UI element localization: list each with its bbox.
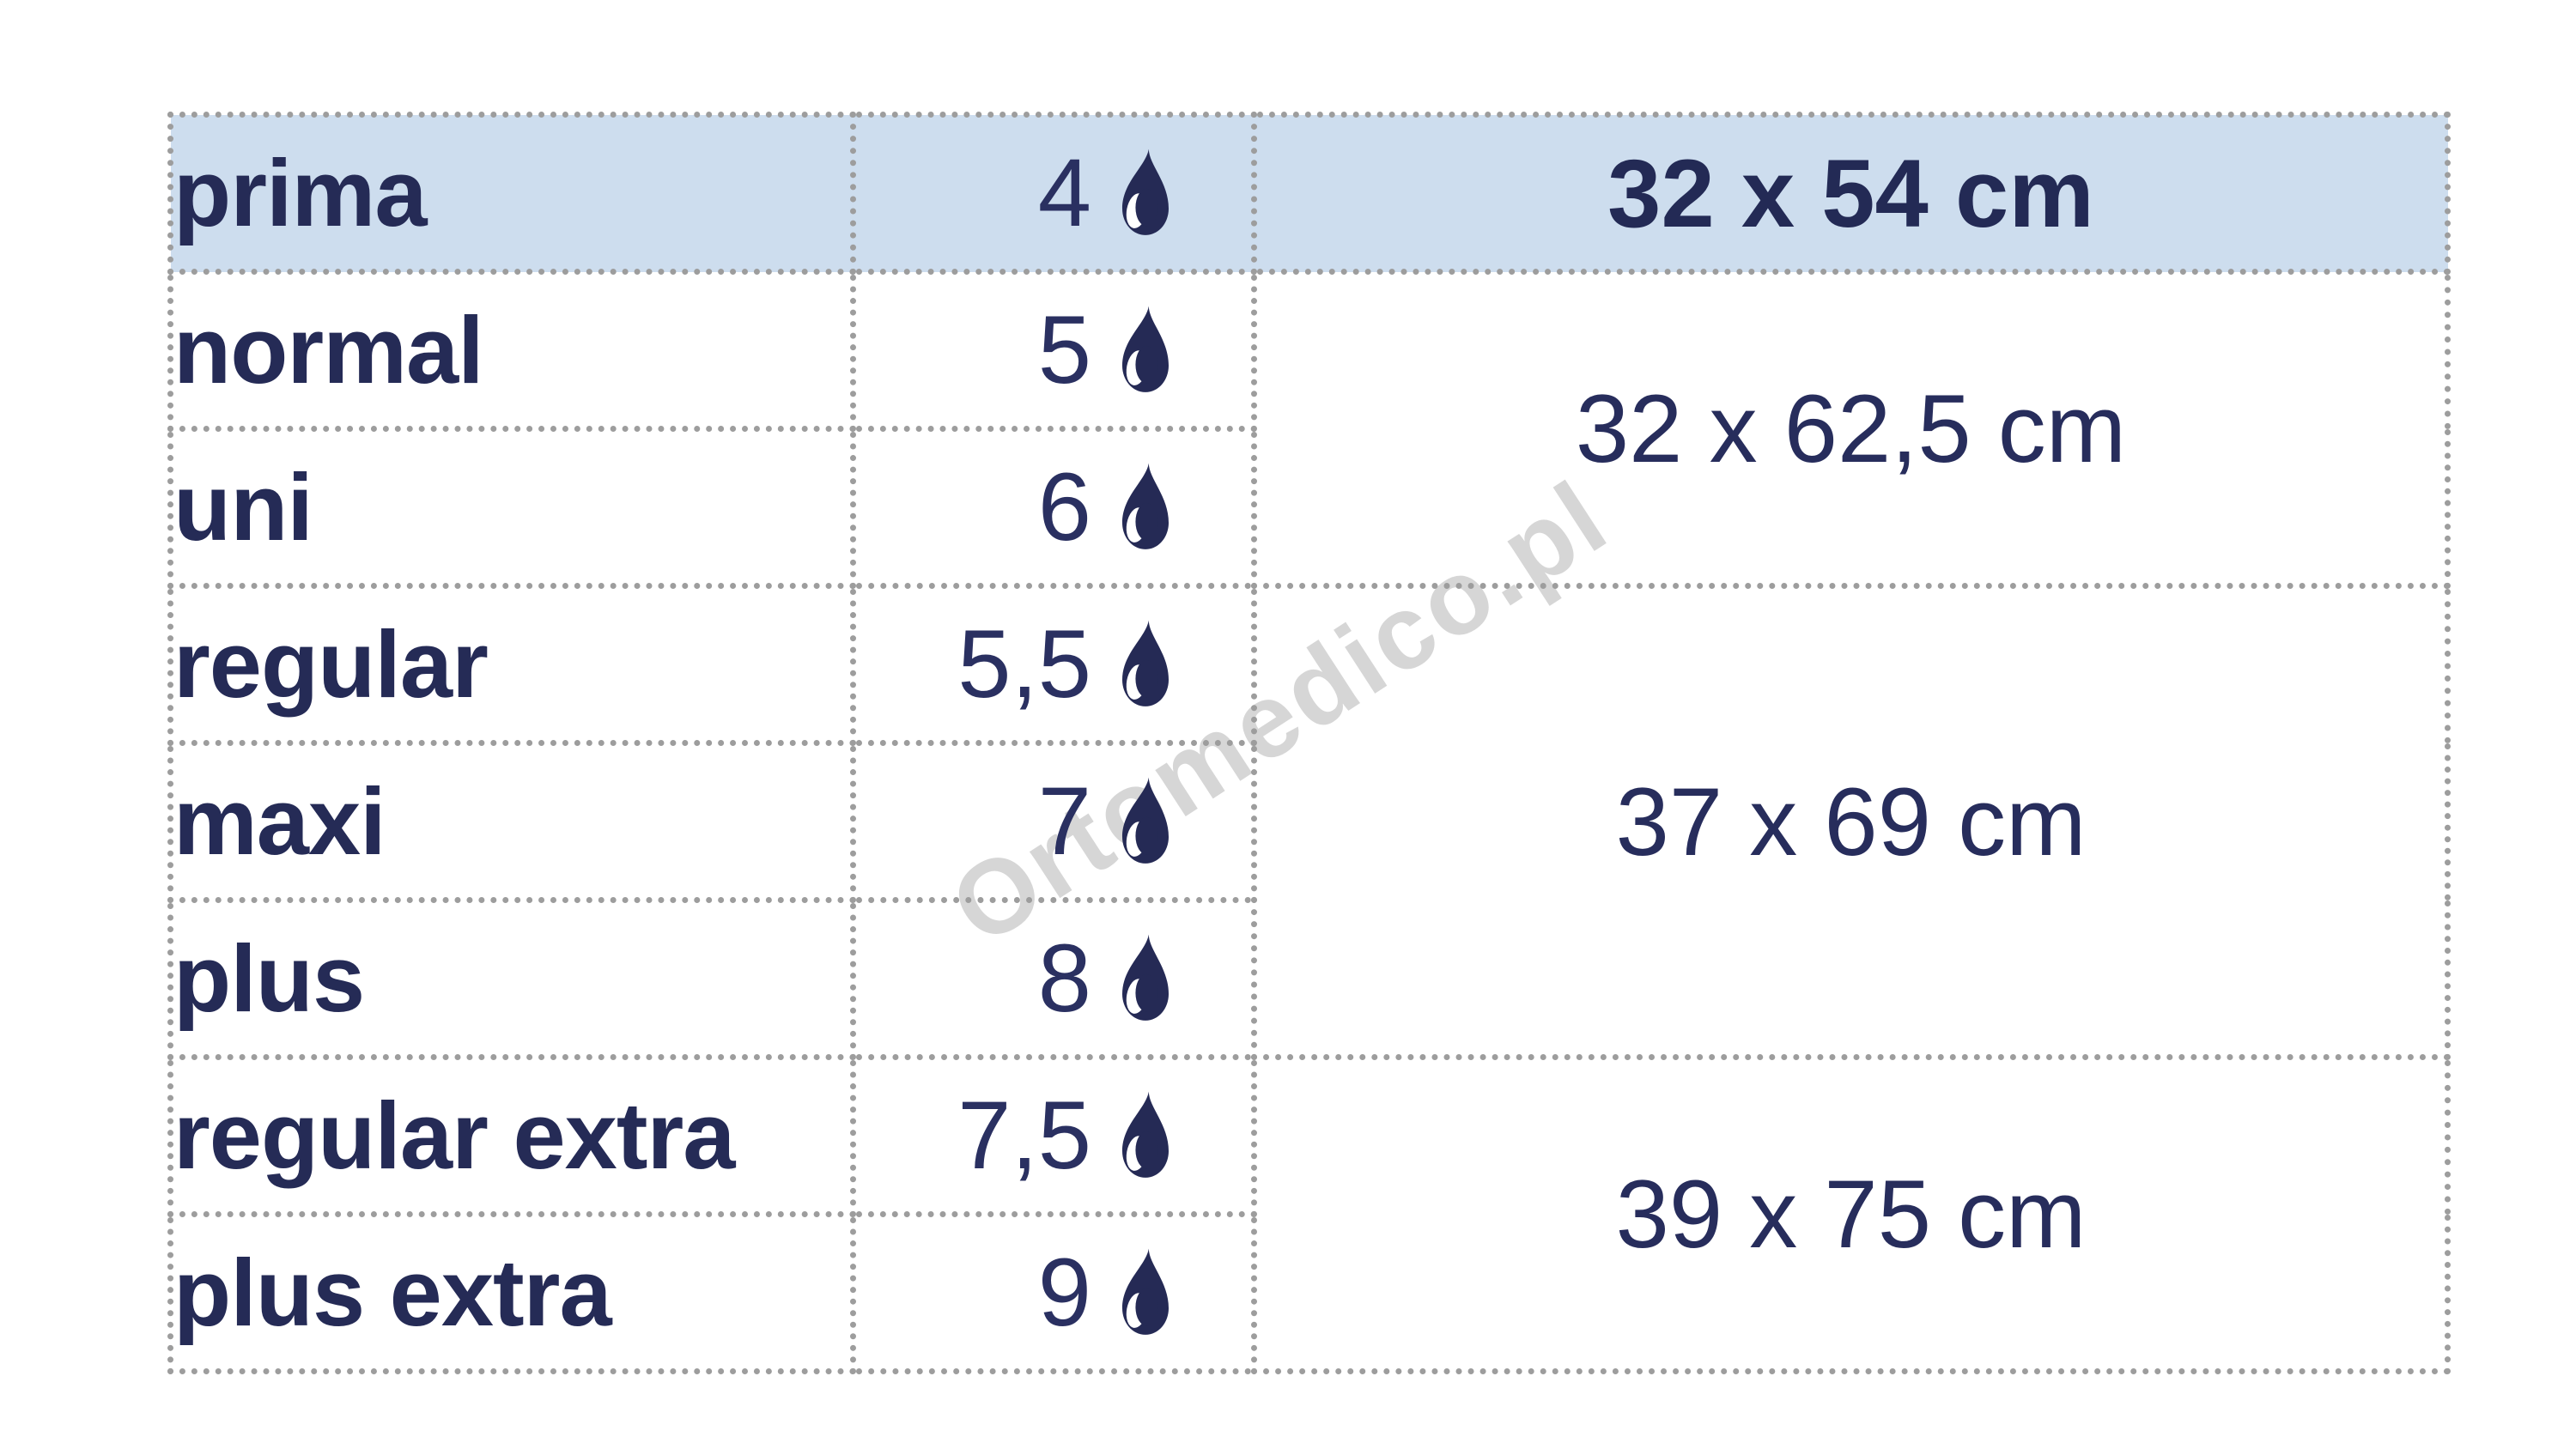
absorbency-value: 5,5	[957, 610, 1091, 718]
variant-name: plus extra	[167, 1211, 856, 1374]
absorbency-value: 5	[1037, 296, 1091, 403]
water-drop-icon	[1122, 463, 1169, 549]
absorbency-cell: 4	[850, 112, 1257, 275]
absorbency-value: 9	[1037, 1239, 1091, 1346]
water-drop-icon	[1122, 620, 1169, 706]
water-drop-icon	[1122, 149, 1169, 235]
size-table: prima 4 32 x 54 cm normal	[167, 112, 2451, 1374]
variant-name: prima	[167, 112, 856, 275]
size-cell: 32 x 62,5 cm	[1251, 269, 2451, 589]
absorbency-cell: 7,5	[850, 1054, 1257, 1217]
size-cell: 37 x 69 cm	[1251, 583, 2451, 1060]
variant-name: uni	[167, 426, 856, 589]
water-drop-icon	[1122, 777, 1169, 864]
absorbency-value: 7,5	[957, 1082, 1091, 1189]
table-row: plus extra 9	[167, 1211, 2448, 1374]
table-row: prima 4 32 x 54 cm	[167, 112, 2451, 275]
water-drop-icon	[1122, 1248, 1169, 1335]
water-drop-icon	[1122, 306, 1169, 392]
table-row: regular extra 7,5 39 x 75 cm	[167, 1054, 2451, 1374]
absorbency-value: 8	[1037, 925, 1091, 1032]
table-row: uni 6	[167, 426, 2448, 589]
absorbency-value: 4	[1037, 139, 1091, 246]
table-row: maxi 7	[167, 740, 2448, 903]
absorbency-value: 7	[1037, 767, 1091, 875]
variant-name: regular extra	[167, 1054, 856, 1217]
table-row: normal 5 32 x 62,5 cm	[167, 269, 2451, 589]
absorbency-cell: 5	[850, 269, 1257, 432]
absorbency-cell: 7	[850, 740, 1257, 903]
absorbency-value: 6	[1037, 453, 1091, 561]
table-row: regular 5,5 37 x 69 cm	[167, 583, 2451, 1060]
water-drop-icon	[1122, 1091, 1169, 1178]
absorbency-cell: 6	[850, 426, 1257, 589]
table-row: plus 8	[167, 897, 2448, 1060]
absorbency-cell: 9	[850, 1211, 1257, 1374]
variant-name: regular	[167, 583, 856, 746]
variant-name: plus	[167, 897, 856, 1060]
size-cell: 32 x 54 cm	[1251, 112, 2451, 275]
size-cell: 39 x 75 cm	[1251, 1054, 2451, 1374]
absorbency-cell: 5,5	[850, 583, 1257, 746]
variant-name: maxi	[167, 740, 856, 903]
variant-name: normal	[167, 269, 856, 432]
absorbency-cell: 8	[850, 897, 1257, 1060]
water-drop-icon	[1122, 934, 1169, 1021]
